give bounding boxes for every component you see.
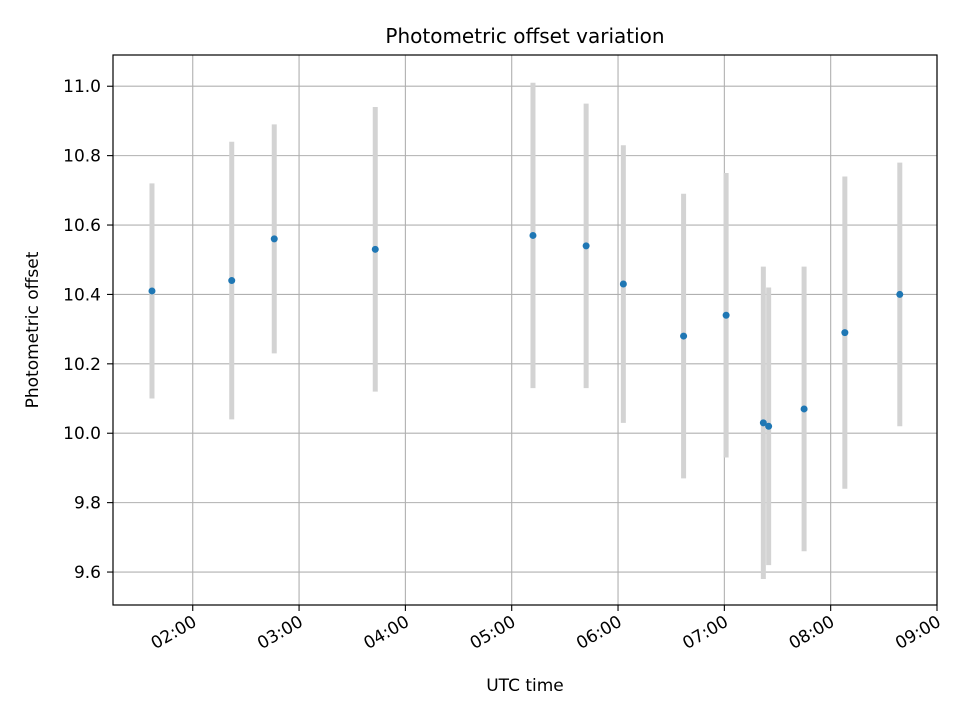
x-tick-label: 05:00 xyxy=(467,612,519,654)
data-point xyxy=(722,311,730,319)
data-point xyxy=(800,405,808,413)
x-tick-label: 06:00 xyxy=(573,612,625,654)
x-tick-label: 08:00 xyxy=(786,612,838,654)
y-tick-label: 10.2 xyxy=(63,355,101,375)
data-point xyxy=(582,242,590,250)
x-tick-label: 03:00 xyxy=(254,612,306,654)
data-point xyxy=(148,287,156,295)
data-point xyxy=(680,332,688,340)
data-point xyxy=(228,277,236,285)
data-point xyxy=(759,419,767,427)
data-point xyxy=(371,245,379,253)
data-point xyxy=(619,280,627,288)
data-point xyxy=(765,422,773,430)
x-tick-label: 09:00 xyxy=(892,612,944,654)
y-tick-label: 9.6 xyxy=(74,563,101,583)
x-axis-ticks: 02:00 03:00 04:00 05:00 06:00 07:00 08:00 09:00 xyxy=(148,605,945,654)
x-axis-title: UTC time xyxy=(486,676,564,696)
data-point xyxy=(841,329,849,337)
y-tick-label: 10.6 xyxy=(63,216,101,236)
grid xyxy=(113,55,938,605)
error-bars xyxy=(149,82,903,579)
y-tick-label: 10.8 xyxy=(63,147,101,167)
y-axis-ticks: 9.6 9.8 10.0 10.2 10.4 10.6 10.8 11.0 xyxy=(63,77,113,583)
data-point xyxy=(270,235,278,243)
y-tick-label: 10.4 xyxy=(63,285,101,305)
data-point xyxy=(896,290,904,298)
x-tick-label: 04:00 xyxy=(360,612,412,654)
y-axis-title: Photometric offset xyxy=(23,251,43,408)
y-tick-label: 9.8 xyxy=(74,494,101,514)
data-point xyxy=(529,231,537,239)
y-tick-label: 11.0 xyxy=(63,77,101,97)
data-points xyxy=(148,231,904,430)
x-tick-label: 02:00 xyxy=(148,612,200,654)
y-tick-label: 10.0 xyxy=(63,424,101,444)
chart-title: Photometric offset variation xyxy=(385,24,664,48)
x-tick-label: 07:00 xyxy=(679,612,731,654)
plot-area-frame xyxy=(112,54,938,606)
